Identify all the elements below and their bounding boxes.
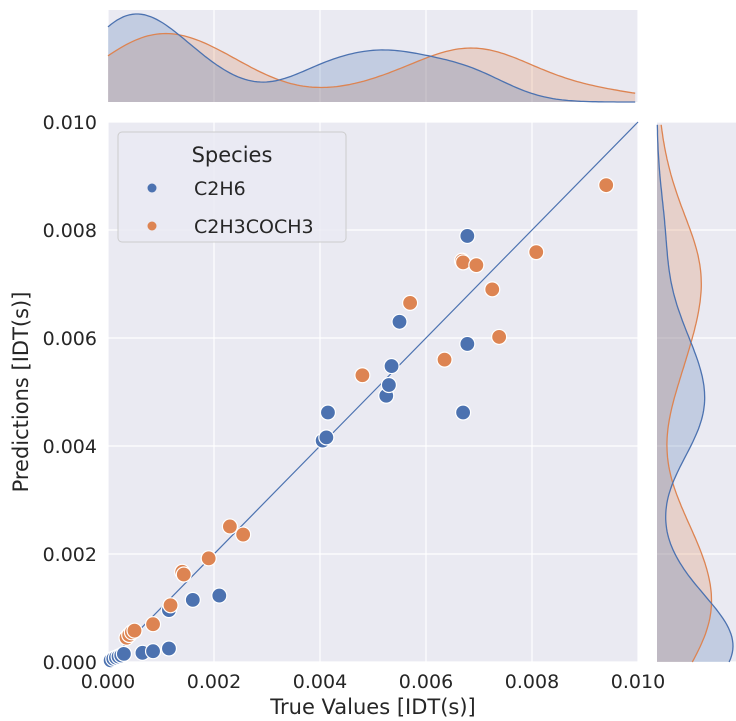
y-tick-label: 0.002 (43, 544, 97, 566)
data-point-c2h3coch3 (354, 367, 371, 384)
top-kde-c2h6-line (107, 13, 636, 103)
data-point-c2h3coch3 (144, 616, 162, 633)
top-kde-c2h6-fill (108, 14, 636, 102)
data-point-c2h3coch3 (598, 177, 615, 194)
data-point-c2h6 (380, 376, 397, 394)
y-tick-label: 0.006 (43, 328, 97, 350)
legend-marker-c2h6 (147, 183, 157, 193)
x-tick-label: 0.000 (81, 671, 135, 693)
data-point-c2h3coch3 (484, 281, 501, 298)
right-kde-c2h6-fill (657, 124, 733, 663)
right-kde-c2h3coch3-fill (657, 124, 712, 663)
data-point-c2h3coch3 (491, 328, 508, 346)
right-kde-c2h6-line (656, 124, 734, 663)
data-point-c2h3coch3 (126, 622, 143, 639)
data-point-c2h6 (459, 335, 476, 353)
data-point-c2h3coch3 (235, 526, 252, 543)
x-tick-label: 0.008 (505, 671, 559, 693)
data-point-c2h6 (455, 404, 472, 421)
y-tick-label: 0.000 (43, 652, 97, 674)
x-tick-label: 0.002 (187, 671, 241, 693)
data-point-c2h6 (160, 640, 178, 657)
data-point-c2h3coch3 (402, 294, 419, 311)
y-tick-label: 0.008 (43, 220, 97, 242)
data-point-c2h3coch3 (528, 244, 545, 261)
x-tick-label: 0.010 (611, 671, 665, 693)
data-point-c2h6 (184, 591, 201, 609)
top-kde-c2h3coch3-line (107, 32, 636, 94)
legend-entry-c2h6: C2H6 (194, 178, 246, 200)
data-point-c2h3coch3 (455, 254, 472, 271)
data-point-c2h6 (383, 357, 400, 375)
legend-title: Species (192, 143, 273, 167)
data-point-c2h3coch3 (221, 518, 238, 535)
right-kde-c2h3coch3-line (660, 124, 713, 663)
right-marginal-kde (656, 121, 736, 663)
data-point-c2h6 (319, 404, 337, 421)
identity-reference-line (107, 121, 639, 663)
data-point-c2h3coch3 (162, 597, 179, 614)
y-axis-label: Predictions [IDT(s)] (9, 292, 33, 493)
data-point-c2h3coch3 (200, 550, 217, 567)
legend-entry-c2h3coch3: C2H3COCH3 (194, 216, 314, 238)
legend: Species C2H6 C2H3COCH3 (117, 131, 347, 243)
data-point-c2h3coch3 (436, 351, 453, 368)
data-point-c2h6 (391, 313, 408, 330)
legend-box (117, 131, 347, 243)
x-tick-label: 0.004 (293, 671, 347, 693)
data-point-c2h6 (144, 643, 162, 660)
top-marginal-background (108, 10, 638, 102)
data-point-c2h3coch3 (468, 257, 485, 274)
top-kde-c2h3coch3-fill (108, 33, 636, 102)
right-marginal-background (657, 122, 736, 662)
x-axis-label: True Values [IDT(s)] (269, 695, 475, 719)
y-tick-label: 0.010 (43, 112, 97, 134)
y-tick-label: 0.004 (43, 436, 97, 458)
data-point-c2h6 (211, 587, 228, 604)
data-point-c2h6 (459, 227, 476, 245)
top-marginal-kde (107, 10, 639, 103)
data-point-c2h6 (318, 429, 335, 446)
data-point-c2h3coch3 (175, 566, 192, 583)
data-point-c2h6 (115, 645, 133, 663)
legend-marker-c2h3coch3 (147, 221, 157, 231)
x-tick-label: 0.006 (399, 671, 453, 693)
